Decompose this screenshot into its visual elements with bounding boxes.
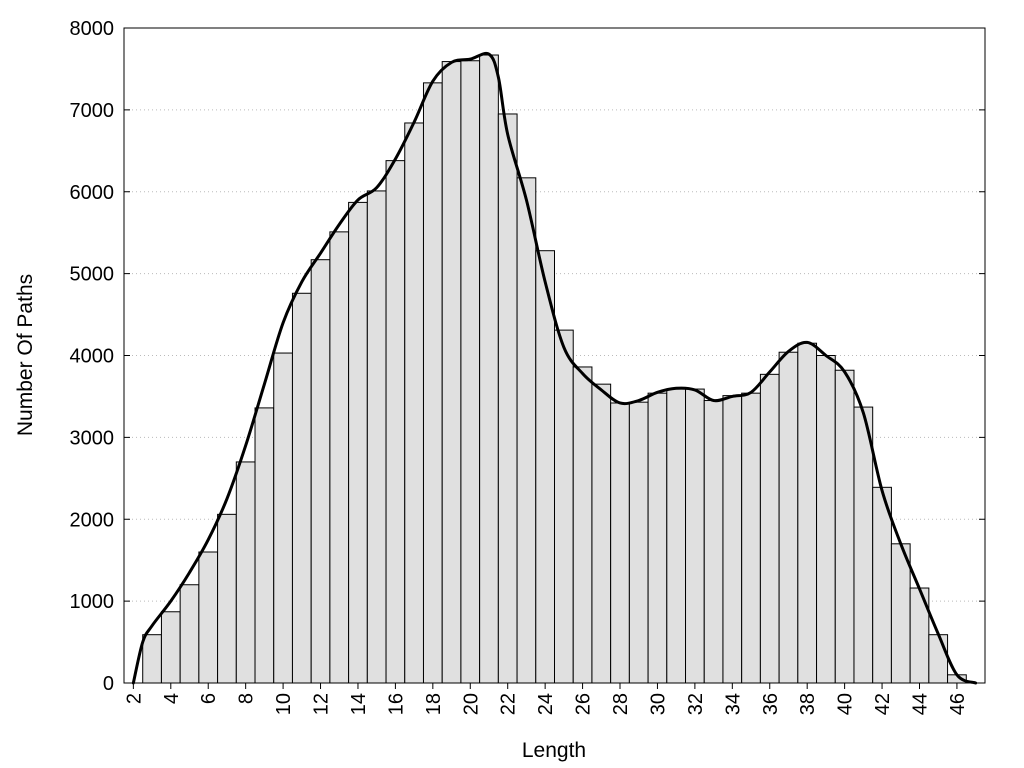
bar-25 bbox=[554, 329, 574, 684]
bar-8 bbox=[235, 461, 256, 684]
bar-13 bbox=[329, 231, 350, 684]
bar-31 bbox=[666, 388, 687, 684]
y-tick-label-4000: 4000 bbox=[70, 346, 115, 368]
x-tick-label-20: 20 bbox=[460, 693, 482, 715]
bar-37 bbox=[778, 351, 799, 684]
bar-39 bbox=[816, 355, 836, 684]
density-curve bbox=[131, 51, 978, 685]
x-tick-label-44: 44 bbox=[909, 693, 931, 715]
x-tick-label-30: 30 bbox=[647, 693, 669, 715]
x-tick-label-28: 28 bbox=[610, 693, 632, 715]
bar-26 bbox=[572, 366, 593, 684]
x-tick-label-34: 34 bbox=[722, 693, 744, 715]
y-tick-label-1000: 1000 bbox=[70, 591, 115, 613]
x-axis-title: Length bbox=[522, 739, 586, 762]
y-tick-label-6000: 6000 bbox=[70, 182, 115, 204]
bar-12 bbox=[310, 259, 331, 684]
bar-40 bbox=[834, 369, 855, 684]
x-tick-label-26: 26 bbox=[573, 693, 595, 715]
bar-27 bbox=[591, 383, 612, 684]
bar-5 bbox=[179, 584, 200, 684]
bar-23 bbox=[516, 177, 537, 684]
bar-24 bbox=[535, 250, 555, 684]
bar-45 bbox=[928, 634, 949, 684]
bar-32 bbox=[685, 388, 705, 684]
bar-15 bbox=[366, 190, 387, 684]
x-tick-label-38: 38 bbox=[797, 693, 819, 715]
x-tick-label-14: 14 bbox=[348, 693, 370, 715]
density-curve-line bbox=[131, 51, 978, 685]
bar-38 bbox=[797, 342, 818, 684]
x-tick-label-4: 4 bbox=[161, 693, 183, 704]
x-tick-label-6: 6 bbox=[198, 693, 220, 704]
bar-9 bbox=[254, 407, 275, 684]
x-tick-label-40: 40 bbox=[835, 693, 857, 715]
bar-14 bbox=[348, 201, 368, 684]
bar-36 bbox=[759, 373, 780, 684]
bar-18 bbox=[422, 82, 443, 684]
x-tick-label-42: 42 bbox=[872, 693, 894, 715]
y-axis: 0 1000 2000 3000 4000 5000 6000 7000 8000 bbox=[70, 18, 985, 695]
bar-42 bbox=[872, 486, 892, 684]
x-tick-label-18: 18 bbox=[423, 693, 445, 715]
x-tick-label-36: 36 bbox=[760, 693, 782, 715]
x-tick-label-8: 8 bbox=[236, 693, 258, 704]
bar-3 bbox=[142, 634, 162, 684]
bar-29 bbox=[628, 401, 649, 684]
bar-41 bbox=[853, 406, 874, 684]
bar-28 bbox=[610, 402, 630, 684]
bar-33 bbox=[703, 400, 724, 684]
x-tick-label-16: 16 bbox=[385, 693, 407, 715]
x-tick-label-46: 46 bbox=[947, 693, 969, 715]
bars bbox=[142, 54, 967, 684]
y-tick-label-8000: 8000 bbox=[70, 18, 115, 40]
y-tick-label-3000: 3000 bbox=[70, 427, 115, 449]
bar-7 bbox=[217, 513, 237, 684]
bar-11 bbox=[291, 292, 312, 684]
bar-16 bbox=[385, 160, 406, 684]
x-axis: 2 4 6 8 10 12 14 16 18 20 22 24 26 28 30 32 34 36 38 40 42 44… bbox=[123, 683, 969, 715]
bar-19 bbox=[441, 61, 462, 684]
bar-34 bbox=[722, 395, 743, 684]
y-tick-label-2000: 2000 bbox=[70, 509, 115, 531]
y-tick-label-7000: 7000 bbox=[70, 100, 115, 122]
bar-21 bbox=[479, 54, 499, 684]
bar-43 bbox=[890, 543, 911, 684]
x-tick-label-32: 32 bbox=[685, 693, 707, 715]
x-tick-label-24: 24 bbox=[535, 693, 557, 715]
bar-35 bbox=[741, 392, 761, 684]
bar-22 bbox=[497, 113, 518, 684]
bar-6 bbox=[198, 551, 219, 684]
y-tick-label-0: 0 bbox=[103, 673, 114, 695]
bar-30 bbox=[647, 392, 668, 684]
x-tick-label-22: 22 bbox=[498, 693, 520, 715]
bar-10 bbox=[273, 352, 293, 684]
bar-4 bbox=[160, 611, 181, 684]
bar-20 bbox=[460, 60, 481, 684]
y-tick-label-5000: 5000 bbox=[70, 264, 115, 286]
bar-17 bbox=[404, 122, 424, 684]
x-tick-label-10: 10 bbox=[273, 693, 295, 715]
x-tick-label-2: 2 bbox=[123, 693, 145, 704]
x-tick-label-12: 12 bbox=[311, 693, 333, 715]
y-axis-title: Number Of Paths bbox=[14, 274, 37, 436]
